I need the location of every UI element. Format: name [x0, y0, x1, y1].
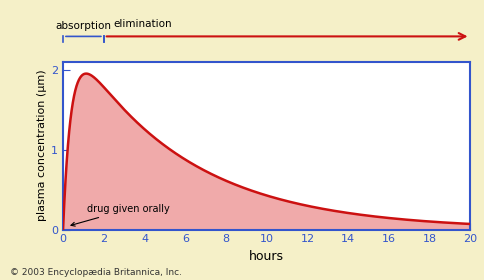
- Text: drug given orally: drug given orally: [71, 204, 170, 226]
- Y-axis label: plasma concentration (μm): plasma concentration (μm): [37, 70, 47, 221]
- Text: absorption: absorption: [55, 21, 111, 31]
- Text: © 2003 Encyclopædia Britannica, Inc.: © 2003 Encyclopædia Britannica, Inc.: [10, 268, 182, 277]
- X-axis label: hours: hours: [249, 250, 284, 263]
- Text: elimination: elimination: [113, 19, 172, 29]
